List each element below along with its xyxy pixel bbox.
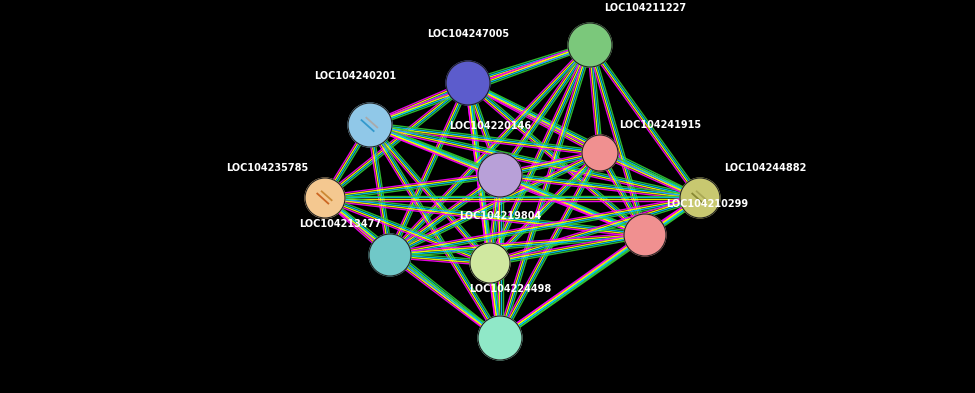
Text: LOC104235785: LOC104235785 [226,163,308,173]
Circle shape [582,135,618,171]
Circle shape [624,214,666,256]
Circle shape [305,178,345,218]
Text: LOC104241915: LOC104241915 [619,120,701,130]
Circle shape [348,103,392,147]
Text: LOC104210299: LOC104210299 [666,199,748,209]
Circle shape [446,61,490,105]
Text: LOC104219804: LOC104219804 [459,211,541,221]
Text: LOC104244882: LOC104244882 [723,163,806,173]
Text: LOC104211227: LOC104211227 [604,3,686,13]
Text: LOC104247005: LOC104247005 [427,29,509,39]
Circle shape [680,178,720,218]
Circle shape [369,234,411,276]
Circle shape [568,23,612,67]
Circle shape [470,243,510,283]
Text: LOC104240201: LOC104240201 [314,71,396,81]
Text: LOC104224498: LOC104224498 [469,284,551,294]
Circle shape [478,153,522,197]
Circle shape [478,316,522,360]
Text: LOC104213477: LOC104213477 [299,219,381,229]
Text: LOC104220146: LOC104220146 [448,121,531,131]
